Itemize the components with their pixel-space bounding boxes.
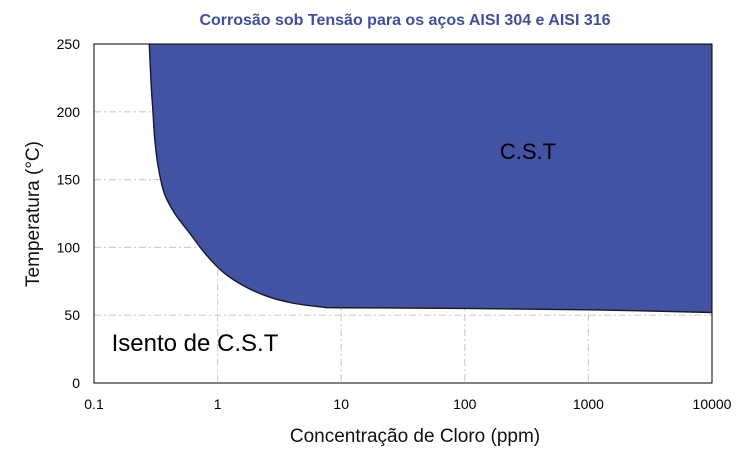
y-tick-label: 200 [57,104,81,120]
y-tick-label: 50 [64,307,80,323]
y-axis-label: Temperatura (°C) [23,141,44,287]
y-tick-label: 250 [57,36,81,52]
region-label-free: Isento de C.S.T [112,330,279,357]
y-tick-label: 0 [72,375,80,391]
x-axis-label: Concentração de Cloro (ppm) [290,426,540,447]
region-label-cst: C.S.T [500,139,556,164]
y-tick-label: 100 [57,239,81,255]
chart-title: Corrosão sob Tensão para os aços AISI 30… [199,12,610,29]
x-tick-label: 10 [333,396,349,412]
x-tick-label: 100 [453,396,477,412]
x-tick-label: 10000 [693,396,732,412]
cst-area [149,44,712,313]
x-tick-label: 1 [214,396,222,412]
axes: 0.1 1 10 100 1000 10000 0 50 100 150 200 250 [57,36,732,412]
plot-frame [93,43,713,384]
x-tick-label: 1000 [573,396,604,412]
boundary-line [148,43,713,314]
x-tick-label: 0.1 [84,396,104,412]
y-tick-label: 150 [57,172,81,188]
